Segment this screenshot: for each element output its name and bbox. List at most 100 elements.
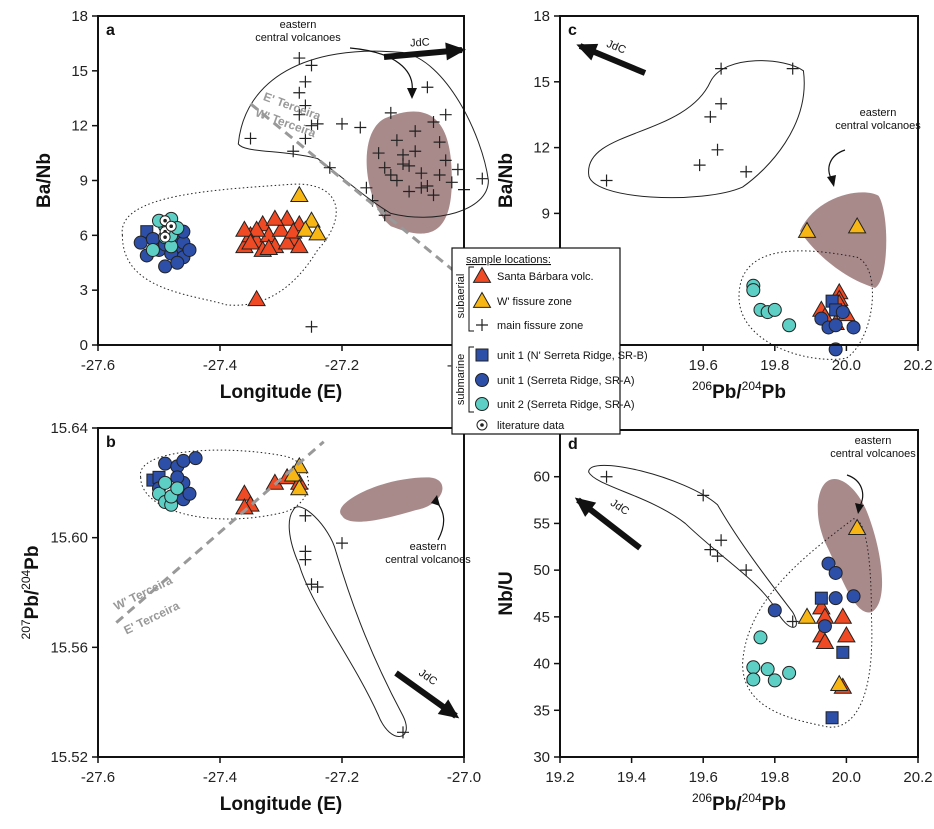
annotation-line: eastern	[280, 19, 317, 31]
terceira-boundary	[249, 102, 465, 281]
data-point	[308, 223, 327, 241]
data-point	[163, 235, 167, 239]
data-point	[305, 119, 318, 132]
data-point	[360, 181, 373, 194]
legend-label: unit 1 (Serreta Ridge, SR-A)	[497, 375, 635, 387]
axis-label-part: Pb/	[712, 794, 742, 815]
data-point	[265, 209, 285, 226]
data-point	[293, 52, 306, 65]
x-tick-label: 20.2	[903, 357, 932, 374]
data-point	[415, 181, 428, 194]
data-point	[704, 110, 717, 123]
data-point	[767, 603, 782, 618]
data-point	[828, 342, 843, 357]
y-tick-label: 12	[533, 140, 550, 157]
data-point	[235, 498, 254, 515]
panel-letter: a	[106, 22, 115, 39]
annotation-line: central volcanoes	[835, 120, 921, 132]
axis-label-part: Pb	[762, 794, 786, 815]
ecv-pointer	[846, 474, 864, 507]
terceira-boundary	[115, 440, 325, 624]
x-tick-label: 20.0	[832, 357, 861, 374]
plot-frame	[559, 429, 919, 758]
y-tick-label: 15	[533, 74, 550, 91]
data-point	[711, 143, 724, 156]
x-tick-label: -27.2	[325, 357, 359, 374]
isotope-superscript: 204	[742, 791, 762, 805]
data-point	[475, 397, 489, 411]
ecv-field	[366, 111, 452, 234]
data-point	[336, 537, 348, 550]
ecv-pointer-head	[431, 495, 440, 506]
data-point	[323, 161, 336, 174]
ecv-pointer	[828, 149, 846, 181]
data-point	[311, 117, 324, 130]
panel-a: -27.6-27.4-27.2-27.00369121518Longitude …	[34, 8, 489, 403]
data-point	[305, 578, 318, 591]
data-point	[299, 553, 312, 566]
legend-label: unit 2 (Serreta Ridge, SR-A)	[497, 399, 635, 411]
data-point	[384, 169, 397, 182]
axis-label-part: Pb/	[22, 589, 43, 619]
jdc-arrow-head	[574, 497, 597, 517]
legend-label: Santa Bárbara volc.	[497, 271, 594, 283]
data-point	[693, 159, 706, 172]
main-fissure-field	[237, 50, 489, 218]
jdc-label: JdC	[608, 497, 631, 518]
legend-title: sample locations:	[466, 254, 551, 266]
data-point	[302, 211, 321, 228]
data-point	[421, 179, 434, 192]
y-tick-label: 15.52	[50, 749, 88, 766]
panel-c: 19.6 19.8 20.0 20.2 9 12 15 18 206Pb/204Pb Ba/Nb c…	[496, 8, 933, 403]
data-point	[740, 165, 753, 178]
jdc-arrow-head	[576, 43, 599, 61]
y-tick-label: 6	[80, 227, 88, 244]
x-axis-label: 206Pb/204Pb	[692, 791, 786, 815]
panel-d: 19.2 19.4 19.6 19.8 20.0 20.2 30 35 40 45 50 55 60 20…	[496, 429, 933, 815]
data-point	[825, 711, 839, 725]
isotope-superscript: 206	[692, 791, 712, 805]
isotope-superscript: 207	[19, 619, 33, 639]
data-point	[829, 674, 849, 692]
data-point	[354, 121, 367, 134]
data-point	[244, 132, 257, 145]
data-point	[271, 220, 291, 237]
data-point	[163, 218, 167, 223]
y-tick-label: 45	[533, 609, 550, 626]
jdc-label: JdC	[416, 667, 439, 688]
data-point	[797, 607, 817, 624]
y-tick-label: 18	[71, 8, 88, 25]
x-tick-label: 19.6	[689, 769, 718, 786]
serreta-field	[742, 518, 873, 728]
data-point	[600, 470, 613, 483]
x-axis-label: Longitude (E)	[220, 794, 342, 815]
data-point	[305, 59, 318, 72]
data-point	[767, 673, 782, 688]
data-point	[715, 534, 728, 547]
data-point	[390, 174, 403, 187]
panel-letter: c	[568, 22, 577, 39]
y-axis-label: Ba/Nb	[34, 153, 55, 208]
annotation-line: eastern	[855, 435, 892, 447]
y-axis-label: Nb/U	[496, 571, 517, 615]
data-point	[837, 626, 856, 643]
data-point	[311, 581, 324, 594]
data-point	[797, 221, 817, 238]
x-tick-label: -27.0	[447, 769, 481, 786]
annotation-line: eastern	[860, 107, 897, 119]
x-tick-label: -27.4	[203, 357, 237, 374]
data-point	[378, 161, 391, 174]
data-point	[746, 660, 761, 675]
data-point	[475, 348, 489, 362]
data-point	[439, 108, 452, 121]
data-point	[169, 224, 173, 228]
data-point	[828, 591, 843, 606]
y-axis-label: 207Pb/204Pb	[19, 546, 43, 640]
data-point	[833, 607, 853, 624]
data-point	[480, 423, 484, 427]
axis-label-part: Pb	[22, 546, 43, 570]
x-tick-label: -27.2	[325, 769, 359, 786]
legend-box: sample locations: Santa Bárbara volc. W' f…	[451, 247, 648, 435]
jdc-arrow-head	[437, 699, 460, 719]
data-point	[786, 62, 799, 75]
